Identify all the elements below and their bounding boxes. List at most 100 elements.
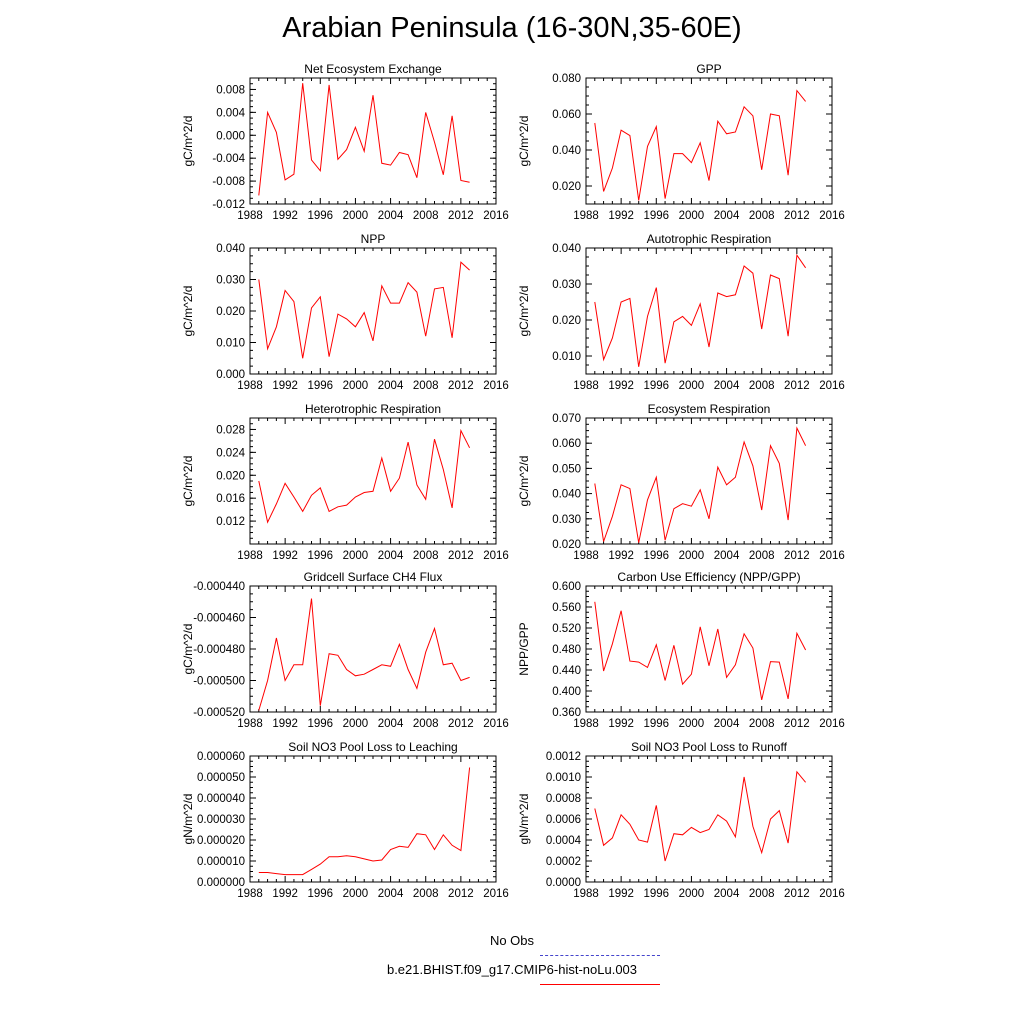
y-axis-label: gC/m^2/d [181, 286, 195, 337]
x-tick-label: 1988 [237, 888, 263, 900]
x-tick-label: 2008 [413, 210, 439, 222]
y-tick-label: 0.010 [552, 351, 581, 363]
x-tick-label: 1996 [307, 718, 333, 730]
y-tick-label: 0.020 [216, 470, 245, 482]
series-line [594, 89, 806, 201]
y-axis-label: gC/m^2/d [517, 116, 531, 167]
x-tick-label: 2016 [819, 550, 845, 562]
panel-title: NPP [361, 232, 386, 246]
panel-title: Net Ecosystem Exchange [304, 62, 442, 76]
y-tick-label: 0.0012 [546, 751, 581, 763]
x-tick-label: 2004 [714, 210, 740, 222]
y-tick-label: 0.000040 [197, 793, 245, 805]
y-tick-label: 0.480 [552, 644, 581, 656]
x-tick-label: 1996 [307, 888, 333, 900]
x-tick-label: 2004 [714, 380, 740, 392]
chart-panel-9: Soil NO3 Pool Loss to Runoff gN/m^2/d 1988… [517, 740, 845, 900]
x-tick-label: 2000 [343, 380, 369, 392]
x-tick-label: 2000 [343, 550, 369, 562]
panel-title: Soil NO3 Pool Loss to Leaching [288, 740, 457, 754]
x-tick-label: 2000 [679, 888, 705, 900]
x-tick-label: 2012 [448, 550, 474, 562]
y-axis-label: gC/m^2/d [517, 456, 531, 507]
y-tick-label: 0.004 [216, 107, 245, 119]
x-tick-label: 2012 [784, 550, 810, 562]
series-line [258, 83, 470, 196]
plot-frame [249, 755, 497, 883]
y-tick-label: -0.000460 [193, 613, 245, 625]
chart-panel-2: NPP gC/m^2/d 1988 1992 1996 2000 2004 2008 2012 2… [181, 232, 509, 392]
x-tick-label: 1988 [573, 718, 599, 730]
plot-frame [585, 755, 833, 883]
panel-title: Ecosystem Respiration [648, 402, 771, 416]
x-tick-label: 1992 [272, 550, 298, 562]
series-line [258, 261, 470, 359]
x-tick-label: 2000 [343, 888, 369, 900]
x-tick-label: 1992 [272, 888, 298, 900]
y-tick-label: -0.000500 [193, 676, 245, 688]
x-tick-label: 1996 [643, 380, 669, 392]
x-tick-label: 2008 [749, 718, 775, 730]
y-tick-label: 0.020 [552, 181, 581, 193]
chart-panel-3: Autotrophic Respiration gC/m^2/d 1988 1992 1… [517, 232, 845, 392]
y-axis-label: NPP/GPP [517, 622, 531, 675]
panel-title: Soil NO3 Pool Loss to Runoff [631, 740, 788, 754]
x-tick-label: 2008 [413, 718, 439, 730]
y-tick-label: 0.000010 [197, 856, 245, 868]
y-tick-label: 0.0004 [546, 835, 582, 847]
x-tick-label: 2008 [749, 888, 775, 900]
x-tick-label: 2016 [819, 888, 845, 900]
y-tick-label: 0.060 [552, 438, 581, 450]
y-tick-label: 0.000 [216, 130, 245, 142]
y-tick-label: 0.0010 [546, 772, 581, 784]
series-line [258, 428, 471, 524]
y-tick-label: -0.000520 [193, 707, 245, 719]
y-axis-label: gN/m^2/d [181, 794, 195, 845]
x-tick-label: 2016 [483, 718, 509, 730]
y-axis-label: gC/m^2/d [181, 116, 195, 167]
x-tick-label: 1996 [307, 210, 333, 222]
y-axis-label: gN/m^2/d [517, 794, 531, 845]
y-tick-label: 0.0000 [546, 877, 581, 889]
y-tick-label: 0.010 [216, 338, 245, 350]
x-tick-label: 2012 [448, 888, 474, 900]
y-tick-label: 0.070 [552, 413, 581, 425]
series-line [258, 598, 470, 711]
y-tick-label: -0.000480 [193, 644, 245, 656]
y-tick-label: 0.040 [216, 243, 245, 255]
x-tick-label: 1996 [643, 550, 669, 562]
panel-title: GPP [696, 62, 721, 76]
plot-frame [585, 77, 833, 205]
x-tick-label: 2004 [714, 718, 740, 730]
y-tick-label: 0.0002 [546, 856, 581, 868]
x-tick-label: 2016 [483, 550, 509, 562]
chart-panel-6: Gridcell Surface CH4 Flux gC/m^2/d 1988 199… [181, 570, 509, 730]
x-tick-label: 1988 [237, 210, 263, 222]
legend-obs-line [540, 955, 660, 956]
panel-title: Carbon Use Efficiency (NPP/GPP) [617, 570, 800, 584]
x-tick-label: 2004 [378, 380, 404, 392]
y-tick-label: 0.030 [552, 279, 581, 291]
y-tick-label: -0.012 [212, 199, 245, 211]
y-tick-label: 0.008 [216, 84, 245, 96]
x-tick-label: 2012 [784, 888, 810, 900]
plot-frame [249, 417, 497, 545]
x-tick-label: 2016 [483, 210, 509, 222]
y-tick-label: 0.030 [552, 514, 581, 526]
x-tick-label: 1992 [608, 718, 634, 730]
panel-title: Autotrophic Respiration [647, 232, 772, 246]
x-tick-label: 1988 [237, 380, 263, 392]
x-tick-label: 1988 [237, 550, 263, 562]
y-tick-label: 0.040 [552, 489, 581, 501]
x-tick-label: 2012 [448, 718, 474, 730]
x-tick-label: 2008 [749, 380, 775, 392]
x-tick-label: 2012 [784, 210, 810, 222]
y-tick-label: 0.520 [552, 623, 581, 635]
x-tick-label: 2004 [714, 888, 740, 900]
x-tick-label: 2000 [679, 210, 705, 222]
x-tick-label: 2016 [483, 380, 509, 392]
y-tick-label: 0.600 [552, 581, 581, 593]
y-tick-label: 0.060 [552, 109, 581, 121]
x-tick-label: 1996 [643, 210, 669, 222]
